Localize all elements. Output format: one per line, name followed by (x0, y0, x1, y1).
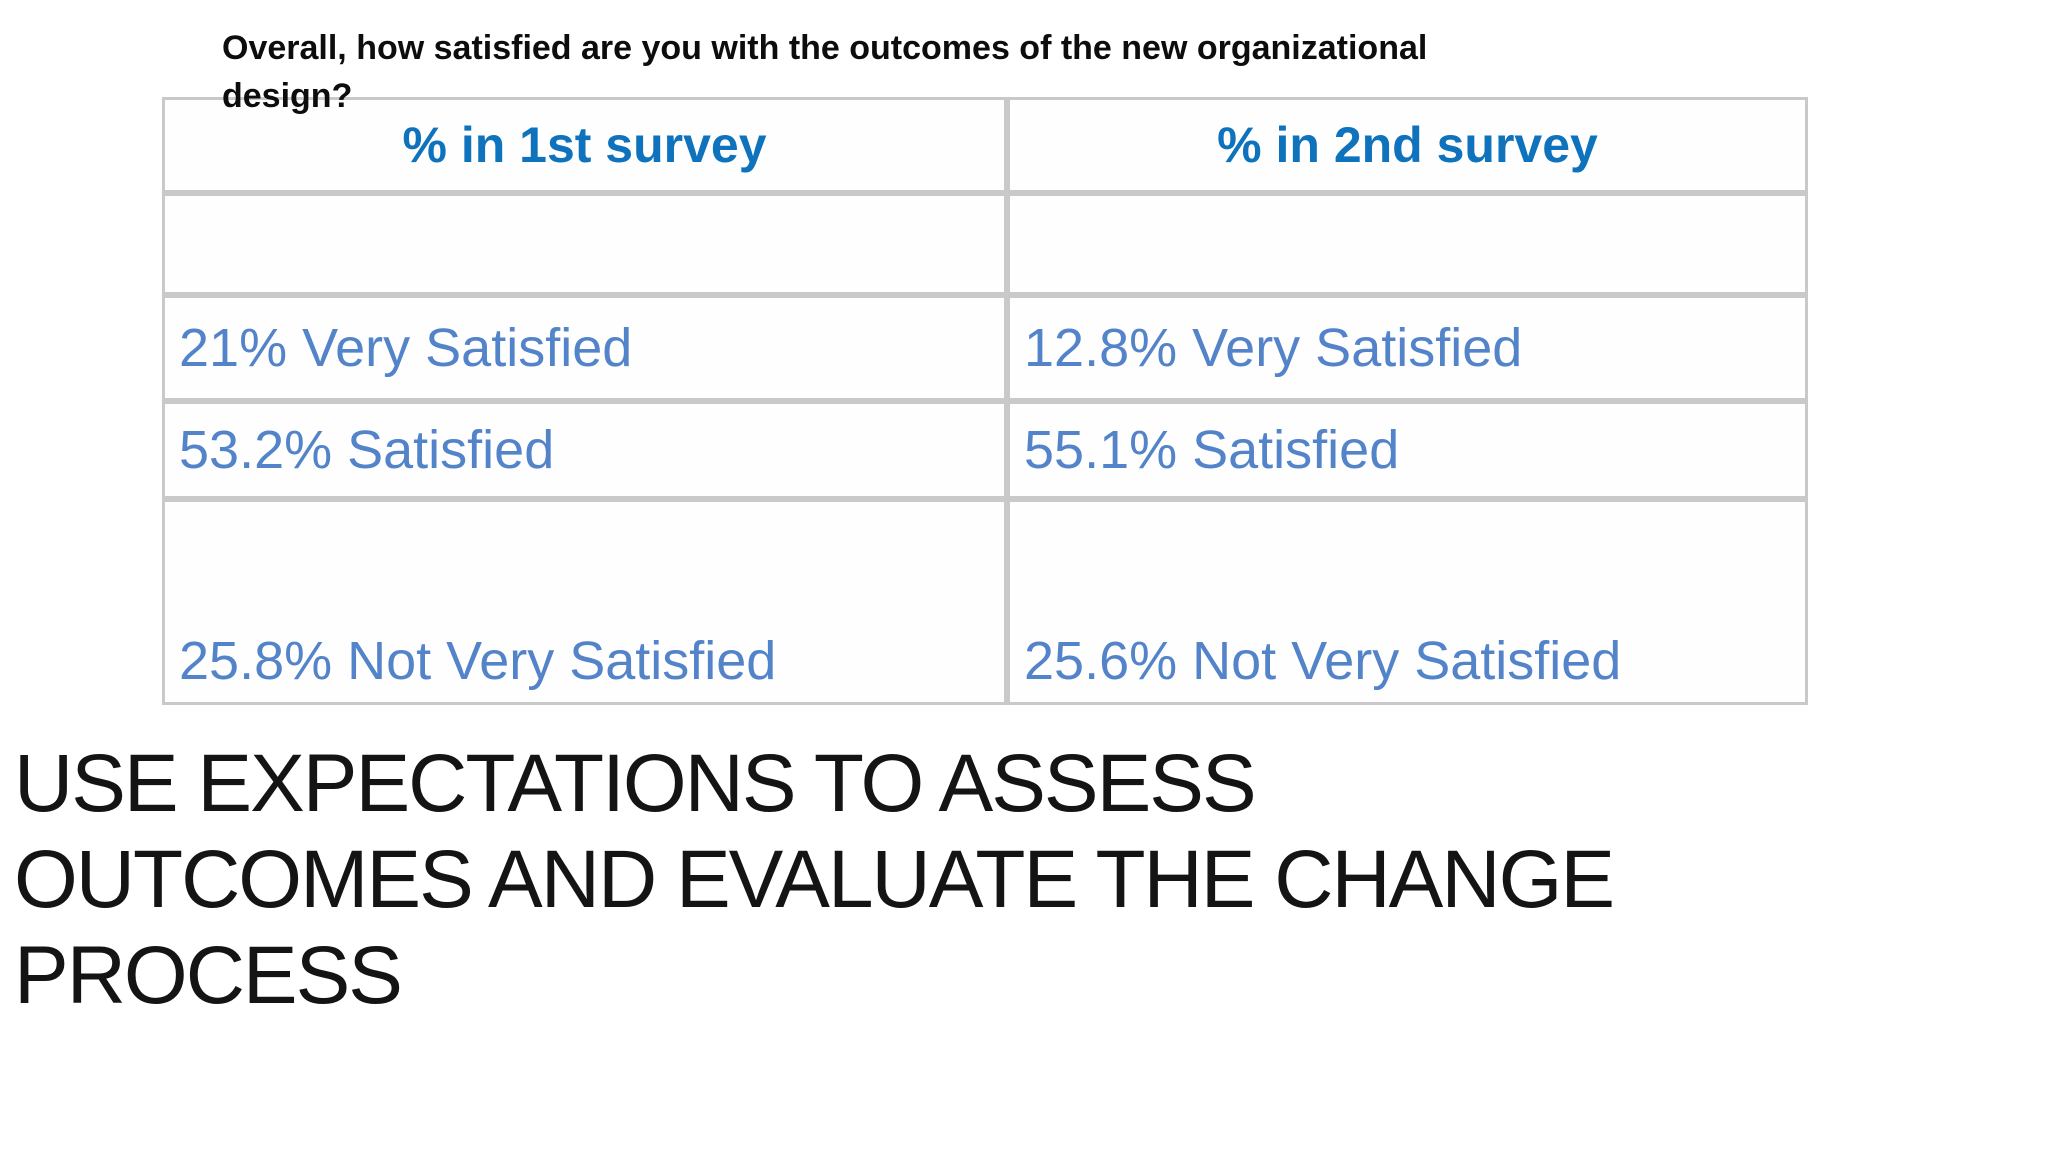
heading-line-3: PROCESS (14, 930, 403, 1021)
cell-not-very-satisfied-1st: 25.8% Not Very Satisfied (162, 499, 1007, 705)
heading-line-1: USE EXPECTATIONS TO ASSESS (14, 738, 1257, 829)
table-row-very-satisfied: 21% Very Satisfied 12.8% Very Satisfied (162, 295, 1808, 401)
header-cell-1st-survey: % in 1st survey (162, 97, 1007, 193)
question-text: Overall, how satisfied are you with the … (222, 24, 1427, 120)
table-row-empty (162, 193, 1808, 295)
cell-empty-1st (162, 193, 1007, 295)
table-row-not-very-satisfied: 25.8% Not Very Satisfied 25.6% Not Very … (162, 499, 1808, 705)
slide-heading: USE EXPECTATIONS TO ASSESS OUTCOMES AND … (14, 736, 1615, 1024)
cell-very-satisfied-2nd: 12.8% Very Satisfied (1007, 295, 1808, 401)
survey-table: % in 1st survey % in 2nd survey 21% Very… (162, 97, 1808, 705)
question-line-2: design? (222, 77, 353, 115)
cell-satisfied-2nd: 55.1% Satisfied (1007, 401, 1808, 499)
cell-not-very-satisfied-2nd: 25.6% Not Very Satisfied (1007, 499, 1808, 705)
table-header-row: % in 1st survey % in 2nd survey (162, 97, 1808, 193)
header-cell-2nd-survey: % in 2nd survey (1007, 97, 1808, 193)
question-line-1: Overall, how satisfied are you with the … (222, 29, 1428, 67)
heading-line-2: OUTCOMES AND EVALUATE THE CHANGE (14, 834, 1615, 925)
cell-very-satisfied-1st: 21% Very Satisfied (162, 295, 1007, 401)
table-row-satisfied: 53.2% Satisfied 55.1% Satisfied (162, 401, 1808, 499)
cell-empty-2nd (1007, 193, 1808, 295)
cell-satisfied-1st: 53.2% Satisfied (162, 401, 1007, 499)
